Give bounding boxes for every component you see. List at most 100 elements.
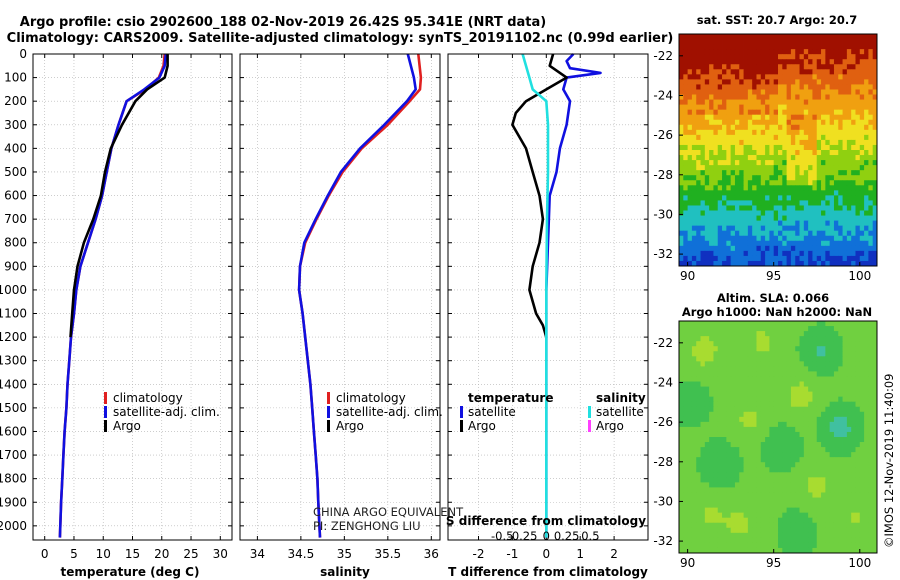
map-cell [756,381,762,387]
map-cell [679,472,684,478]
map-cell [786,180,792,186]
map-cell [829,260,835,267]
map-cell [786,366,792,372]
map-cell [790,421,796,428]
map-cell [842,225,848,232]
map-cell [825,235,831,242]
map-cell [717,225,723,232]
map-cell [808,547,813,554]
map-cell [704,411,710,418]
map-cell [868,255,874,262]
map-cell [872,351,878,357]
map-cell [683,416,688,423]
map-cell [842,411,848,418]
map-cell [795,220,800,227]
map-cell [756,235,762,242]
map-cell [743,230,749,237]
map-cell [769,250,775,257]
x-tick-label: 34 [250,547,265,561]
map-cell [842,114,848,121]
map-cell [769,84,775,90]
map-cell [726,220,732,227]
map-cell [821,59,826,65]
map-cell [872,59,878,65]
map-cell [726,361,732,367]
map-cell [799,235,805,242]
map-cell [838,200,843,206]
map-cell [722,119,727,126]
map-cell [700,331,706,337]
map-cell [851,376,856,382]
map-cell [872,124,878,131]
map-cell [769,406,775,413]
map-cell [825,522,831,529]
map-cell [808,114,813,121]
map-cell [687,487,693,493]
map-cell [760,230,766,237]
map-cell [842,477,848,483]
map-cell [790,240,796,247]
map-cell [782,59,787,65]
map-cell [816,165,822,171]
map-cell [825,411,831,418]
map-cell [795,376,800,382]
map-cell [829,54,835,60]
map-cell [855,180,861,186]
map-cell [752,255,757,262]
map-cell [730,401,736,408]
map-cell [679,336,684,342]
map-cell [713,165,719,171]
map-cell [795,401,800,408]
map-cell [790,411,796,418]
map-cell [795,144,800,151]
map-cell [760,527,766,534]
map-cell [726,406,732,413]
map-cell [821,134,826,141]
map-cell [687,542,693,549]
map-cell [679,144,684,151]
map-cell [786,185,792,191]
map-cell [795,245,800,252]
map-cell [730,386,736,393]
map-cell [717,44,723,50]
map-cell [821,386,826,393]
map-cell [765,89,770,95]
map-cell [816,537,822,544]
map-cell [730,175,736,181]
map-cell [743,235,749,242]
map-cell [842,381,848,387]
map-cell [803,472,809,478]
map-cell [833,532,839,539]
map-cell [821,99,826,106]
map-cell [747,79,753,85]
map-cell [778,124,783,131]
map-cell [859,129,865,136]
map-cell [696,401,701,408]
map-cell [859,34,865,40]
map-cell [838,64,843,70]
map-cell [743,356,749,362]
map-cell [803,94,809,100]
map-cell [812,532,818,539]
map-cell [687,190,693,196]
map-cell [773,351,779,357]
map-cell [864,492,869,498]
map-cell [868,381,874,387]
map-cell [769,94,775,100]
x-tick-label: 15 [125,547,140,561]
map-cell [864,431,869,438]
map-cell [773,477,779,483]
map-cell [808,144,813,151]
map-cell [855,240,861,247]
map-cell [786,517,792,524]
map-cell [821,391,826,398]
map-cell [709,79,714,85]
map-cell [773,426,779,433]
map-cell [816,190,822,196]
map-cell [760,431,766,438]
map-cell [864,54,869,60]
map-cell [816,74,822,80]
map-cell [752,366,757,372]
map-cell [752,79,757,85]
map-cell [734,124,740,131]
